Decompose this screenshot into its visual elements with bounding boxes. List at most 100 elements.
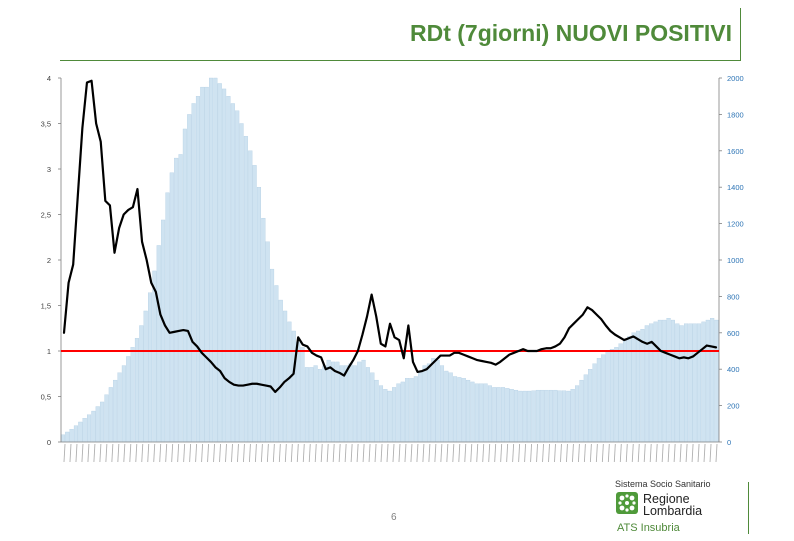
- bar: [117, 372, 122, 443]
- x-tick-mark: [452, 443, 455, 463]
- bar: [701, 321, 706, 443]
- bar: [714, 319, 719, 443]
- bar: [374, 379, 379, 443]
- bar: [588, 369, 593, 443]
- x-tick-mark: [272, 443, 275, 463]
- bar: [344, 365, 349, 443]
- x-tick-mark: [404, 443, 407, 463]
- x-tick-mark: [183, 443, 186, 463]
- bar: [261, 217, 266, 443]
- bar: [300, 347, 305, 443]
- x-tick-mark: [296, 443, 299, 463]
- x-tick-mark: [320, 443, 323, 463]
- x-tick-mark: [512, 443, 515, 463]
- bar: [222, 88, 227, 443]
- x-tick-mark: [554, 443, 556, 463]
- slide-title: RDt (7giorni) NUOVI POSITIVI: [409, 20, 732, 46]
- bar: [605, 350, 610, 443]
- x-tick-mark: [189, 443, 192, 463]
- bar: [213, 77, 218, 443]
- x-tick-mark: [111, 443, 114, 463]
- bar: [431, 358, 436, 443]
- bar: [692, 323, 697, 443]
- bar: [243, 136, 248, 443]
- bar: [187, 114, 192, 443]
- x-tick-mark: [314, 443, 317, 463]
- x-tick-mark: [643, 443, 646, 463]
- x-tick-mark: [93, 443, 96, 463]
- x-tick-mark: [434, 443, 437, 463]
- x-tick-mark: [410, 443, 413, 463]
- bar: [422, 365, 427, 443]
- bar: [483, 383, 488, 443]
- x-tick-mark: [470, 443, 473, 463]
- x-tick-mark: [123, 443, 126, 463]
- bar: [113, 379, 118, 443]
- bar: [657, 319, 662, 443]
- bar: [444, 370, 449, 443]
- bar: [209, 77, 214, 443]
- bar: [631, 332, 636, 443]
- bar: [270, 268, 275, 443]
- bar: [322, 365, 327, 443]
- x-tick-mark: [326, 443, 329, 463]
- bar: [592, 363, 597, 443]
- x-tick-mark: [649, 443, 652, 463]
- bar: [130, 347, 135, 443]
- left-tick-label: 0: [47, 438, 51, 447]
- bar: [182, 128, 187, 443]
- bar: [317, 369, 323, 443]
- x-tick-mark: [703, 443, 706, 463]
- x-tick-mark: [500, 443, 503, 463]
- bar: [265, 241, 270, 443]
- bar: [505, 388, 510, 443]
- left-tick-label: 0,5: [41, 393, 51, 402]
- bar: [413, 376, 418, 443]
- right-tick-label: 200: [727, 402, 740, 411]
- bar: [352, 365, 357, 443]
- x-tick-mark: [243, 443, 245, 463]
- x-tick-mark: [129, 443, 132, 463]
- x-tick-mark: [231, 443, 233, 463]
- right-tick-label: 1000: [727, 256, 744, 265]
- bar: [448, 372, 453, 443]
- bar: [226, 96, 231, 443]
- bar: [596, 358, 601, 443]
- bar: [409, 378, 414, 443]
- x-tick-mark: [278, 443, 281, 463]
- x-tick-mark: [488, 443, 491, 463]
- bar: [527, 390, 532, 443]
- x-tick-mark: [105, 443, 108, 463]
- left-tick-label: 4: [47, 74, 51, 83]
- x-tick-mark: [661, 443, 664, 463]
- bar: [601, 354, 606, 443]
- bar: [509, 389, 514, 443]
- region-name-line2: Lombardia: [643, 504, 703, 518]
- x-tick-mark: [213, 443, 215, 463]
- bar: [304, 367, 309, 443]
- x-tick-mark: [225, 443, 227, 463]
- bar: [622, 339, 628, 443]
- x-tick-mark: [308, 443, 311, 463]
- x-tick-mark: [350, 443, 353, 463]
- x-tick-mark: [171, 443, 174, 463]
- x-tick-mark: [571, 443, 574, 463]
- bar: [134, 338, 139, 443]
- bar: [174, 157, 179, 443]
- bar: [313, 365, 318, 443]
- x-tick-mark: [159, 443, 162, 463]
- bar: [396, 383, 401, 443]
- x-tick-mark: [219, 443, 221, 463]
- bar: [326, 359, 331, 443]
- bar: [435, 359, 440, 443]
- bar: [566, 390, 571, 443]
- bar: [357, 361, 362, 443]
- bar: [365, 367, 370, 443]
- bar: [518, 390, 523, 443]
- x-tick-mark: [153, 443, 156, 463]
- bar: [710, 318, 715, 443]
- bar: [278, 299, 283, 443]
- x-tick-mark: [254, 443, 257, 463]
- x-tick-mark: [332, 443, 335, 463]
- bar: [335, 361, 340, 443]
